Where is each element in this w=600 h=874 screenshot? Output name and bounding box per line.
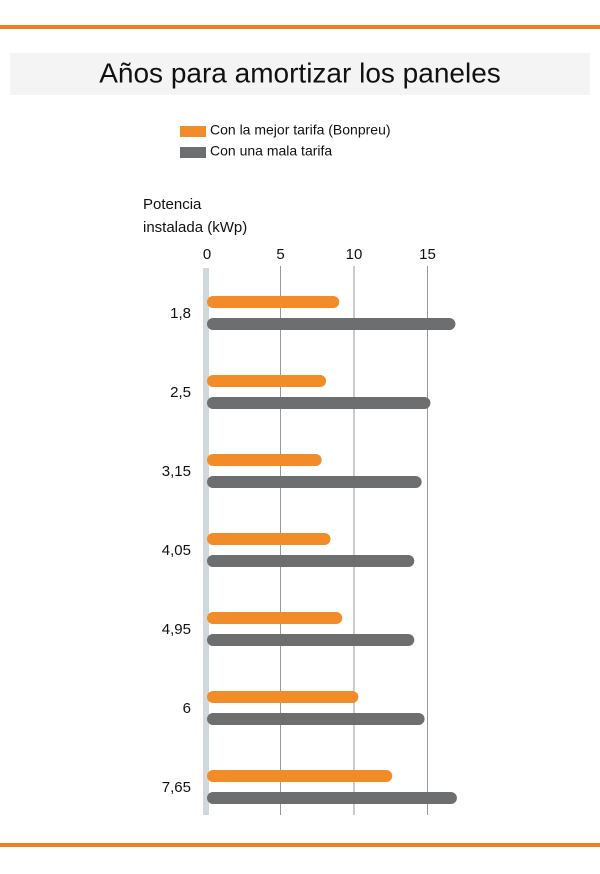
bar <box>207 476 422 488</box>
x-tick-label: 15 <box>419 246 436 263</box>
bar <box>207 397 431 409</box>
bar <box>207 555 415 567</box>
bar <box>207 770 393 782</box>
axis-label: Potencia <box>143 196 202 213</box>
bar <box>207 634 415 646</box>
x-tick-label: 0 <box>203 246 211 263</box>
legend-swatch <box>180 147 206 158</box>
bar <box>207 612 343 624</box>
bar <box>207 792 457 804</box>
chart-title: Años para amortizar los paneles <box>99 57 501 88</box>
axis-label: instalada (kWp) <box>143 219 247 236</box>
bottom-rule <box>0 843 600 847</box>
y-tick-label: 4,05 <box>162 542 191 559</box>
bar <box>207 296 340 308</box>
bar <box>207 713 425 725</box>
y-tick-label: 3,15 <box>162 463 191 480</box>
x-tick-label: 5 <box>276 246 284 263</box>
legend-swatch <box>180 126 206 137</box>
bar <box>207 375 327 387</box>
y-tick-label: 6 <box>183 700 191 717</box>
legend-label: Con la mejor tarifa (Bonpreu) <box>210 122 391 138</box>
title-band <box>10 53 590 95</box>
bar <box>207 318 456 330</box>
axis-bar <box>203 268 209 815</box>
y-tick-label: 1,8 <box>170 305 191 322</box>
y-tick-label: 7,65 <box>162 779 191 796</box>
bar <box>207 454 322 466</box>
bar <box>207 533 331 545</box>
y-tick-label: 4,95 <box>162 621 191 638</box>
x-tick-label: 10 <box>346 246 363 263</box>
legend-label: Con una mala tarifa <box>210 143 332 159</box>
top-rule <box>0 25 600 29</box>
y-tick-label: 2,5 <box>170 384 191 401</box>
bar <box>207 691 359 703</box>
